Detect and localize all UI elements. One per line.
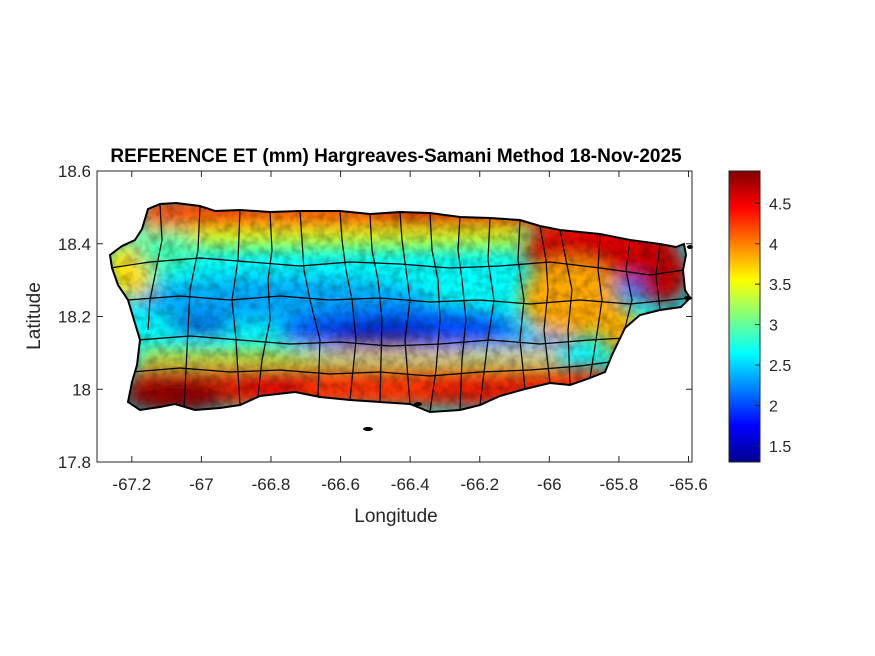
x-tick-label: -67 <box>189 475 214 494</box>
x-tick-label: -65.8 <box>600 475 639 494</box>
colorbar-tick-label: 1.5 <box>769 439 791 456</box>
colorbar-ticks: 1.5 2 2.5 3 3.5 4 4.5 <box>755 196 791 456</box>
y-tick-label: 18.6 <box>58 162 91 181</box>
colorbar <box>728 170 761 463</box>
y-tick-label: 17.8 <box>58 453 91 472</box>
x-tick-label: -66.2 <box>460 475 499 494</box>
colorbar-tick-label: 3 <box>769 318 778 335</box>
y-tick-label: 18 <box>72 380 91 399</box>
islet-south <box>414 402 422 406</box>
x-axis-label: Longitude <box>354 506 437 527</box>
municipality-boundaries <box>110 203 690 412</box>
islet-caja-de-muertos <box>363 427 373 431</box>
y-tick-label: 18.4 <box>58 235 91 254</box>
x-axis: -67.2 -67 -66.8 -66.6 -66.4 -66.2 -66 -65.8 -65.… <box>112 171 708 494</box>
x-tick-label: -67.2 <box>112 475 151 494</box>
colorbar-tick-label: 2 <box>769 398 778 415</box>
x-tick-label: -66 <box>537 475 562 494</box>
chart-title: REFERENCE ET (mm) Hargreaves-Samani Meth… <box>110 146 682 167</box>
colorbar-tick-label: 3.5 <box>769 277 791 294</box>
y-axis: 17.8 18 18.2 18.4 18.6 <box>58 162 692 472</box>
islet-east <box>684 296 692 300</box>
colorbar-tick-label: 2.5 <box>769 358 791 375</box>
colorbar-tick-label: 4.5 <box>769 196 791 213</box>
colorbar-tick-label: 4 <box>769 237 778 254</box>
x-tick-label: -66.4 <box>391 475 430 494</box>
x-tick-label: -66.8 <box>252 475 291 494</box>
y-tick-label: 18.2 <box>58 308 91 327</box>
et-raster <box>110 203 690 412</box>
x-tick-label: -65.6 <box>669 475 708 494</box>
y-axis-label: Latitude <box>24 282 45 350</box>
x-tick-label: -66.6 <box>321 475 360 494</box>
